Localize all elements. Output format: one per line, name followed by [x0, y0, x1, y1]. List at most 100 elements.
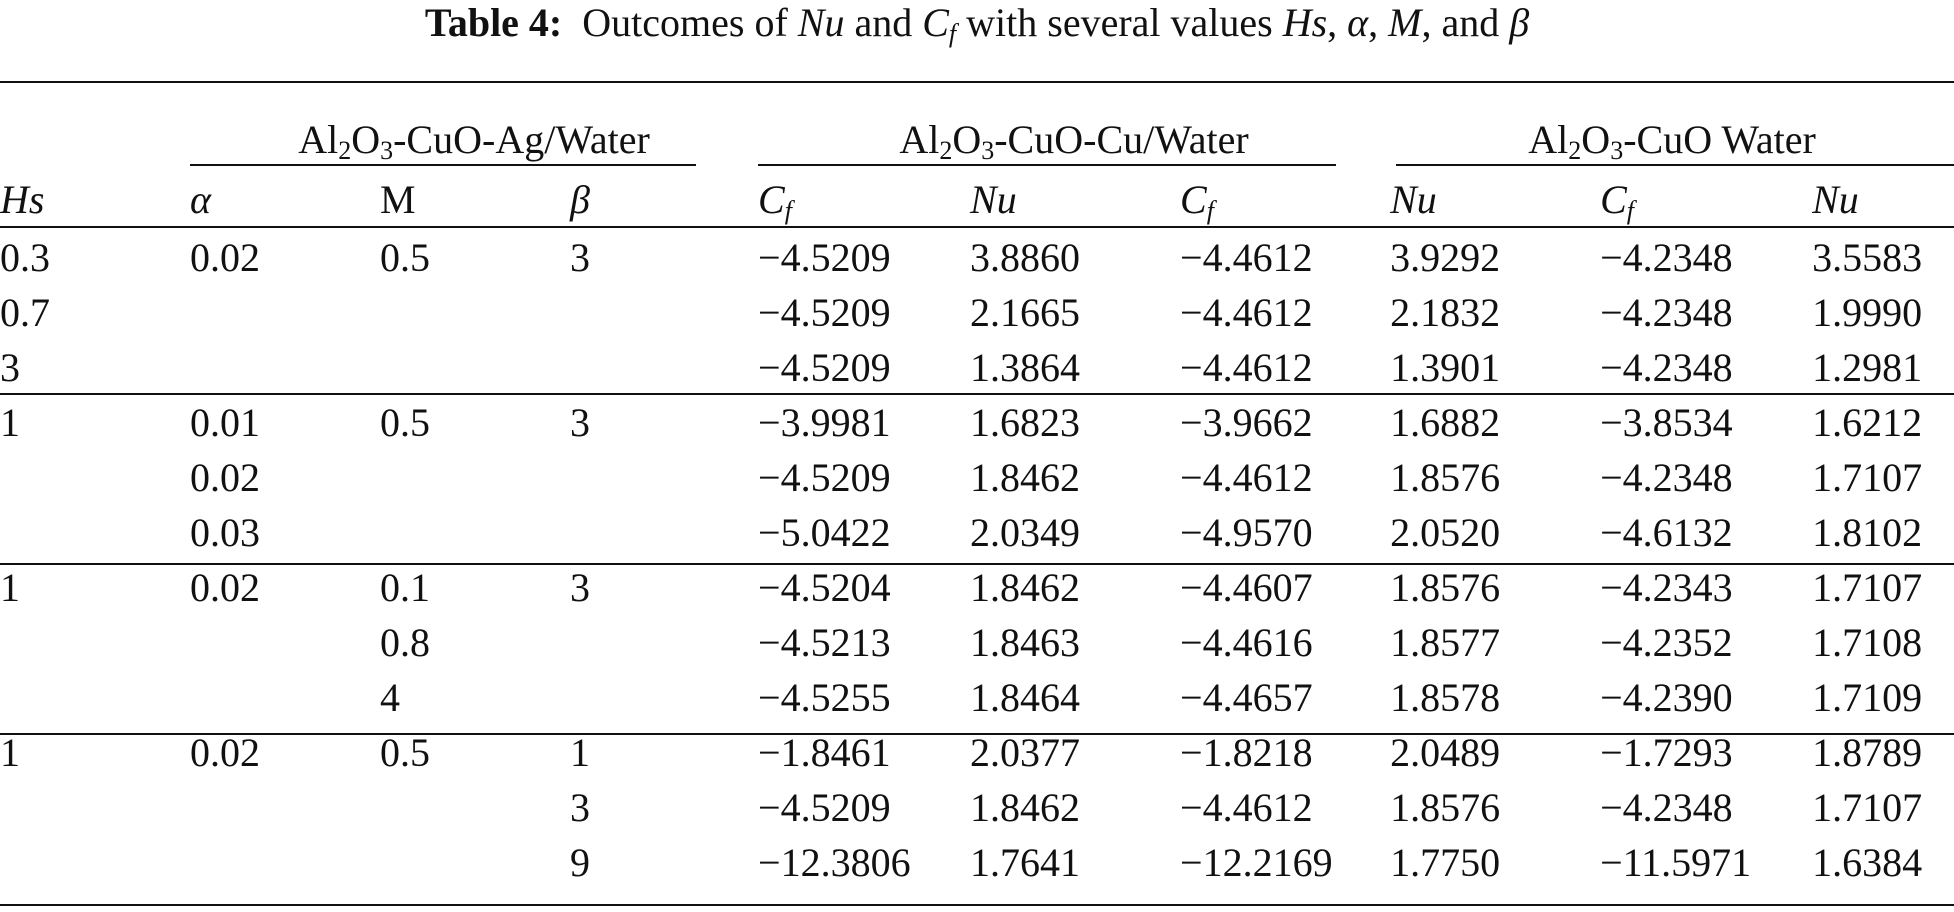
- cell-hs: 1: [0, 399, 20, 445]
- cell-beta: 3: [570, 564, 590, 610]
- cell-beta: 9: [570, 839, 590, 885]
- cell-beta: [570, 285, 758, 340]
- caption-cf: Cf: [922, 0, 957, 48]
- cell-nu-cu: 1.8578: [1390, 674, 1501, 720]
- cell-m: 4: [380, 674, 400, 720]
- table-body: 0.3 0.02 0.5 3 −4.5209 3.8860 −4.4612 3.9292 −4.…: [0, 230, 1954, 890]
- cell-nu-ag: 1.8462: [970, 784, 1081, 830]
- col-header-nu: Nu: [1812, 177, 1859, 222]
- group-header-cu: Al2O3-CuO-Cu/Water: [899, 117, 1249, 165]
- cell-nu-water: 1.7107: [1812, 784, 1923, 830]
- group-underline-cu: [758, 164, 1336, 166]
- caption-label: Table 4:: [424, 0, 563, 45]
- cell-nu-ag: 1.3864: [970, 344, 1081, 390]
- col-header-hs: Hs: [0, 177, 45, 222]
- cell-cf-water: −11.5971: [1600, 839, 1752, 885]
- cell-nu-cu: 1.3901: [1390, 344, 1501, 390]
- cell-nu-cu: 1.8576: [1390, 564, 1501, 610]
- cell-cf-cu: −1.8218: [1180, 729, 1313, 775]
- cell-cf-cu: −4.4607: [1180, 564, 1313, 610]
- cell-nu-ag: 1.8464: [970, 674, 1081, 720]
- cell-cf-cu: −4.4612: [1180, 289, 1313, 335]
- caption-hs: Hs: [1282, 0, 1328, 45]
- cell-nu-cu: 2.0520: [1390, 509, 1501, 555]
- cell-m: [380, 450, 570, 505]
- cell-m: 0.8: [380, 619, 430, 665]
- cell-nu-cu: 1.6882: [1390, 399, 1501, 445]
- results-table: Al2O3-CuO-Ag/Water Al2O3-CuO-Cu/Water Al…: [0, 84, 1954, 890]
- caption-text: and: [1441, 0, 1500, 45]
- table-row: 3 −4.5209 1.3864 −4.4612 1.3901 −4.2348 1.2981: [0, 340, 1954, 395]
- group-underline-water: [1396, 164, 1954, 166]
- cell-cf-cu: −4.4612: [1180, 234, 1313, 280]
- caption-alpha: α: [1347, 0, 1369, 45]
- cell-hs: 0.7: [0, 289, 50, 335]
- table-row: 1 0.02 0.1 3 −4.5204 1.8462 −4.4607 1.8576 −4.23…: [0, 560, 1954, 615]
- col-header-beta: β: [570, 177, 590, 222]
- cell-nu-ag: 2.1665: [970, 289, 1081, 335]
- cell-cf-ag: −4.5255: [758, 674, 891, 720]
- block-separator: [0, 563, 1954, 565]
- cell-nu-ag: 1.7641: [970, 839, 1081, 885]
- cell-nu-water: 1.7107: [1812, 454, 1923, 500]
- cell-cf-ag: −4.5209: [758, 234, 891, 280]
- cell-cf-cu: −4.4657: [1180, 674, 1313, 720]
- cell-alpha: 0.02: [190, 234, 260, 280]
- cell-cf-ag: −4.5209: [758, 289, 891, 335]
- cell-cf-water: −3.8534: [1600, 399, 1733, 445]
- cell-hs: 0.3: [0, 234, 50, 280]
- cell-alpha: [190, 285, 380, 340]
- cell-nu-cu: 2.1832: [1390, 289, 1501, 335]
- block-separator: [0, 393, 1954, 395]
- cell-nu-water: 1.7108: [1812, 619, 1923, 665]
- cell-m: [380, 780, 570, 835]
- cell-cf-water: −4.6132: [1600, 509, 1733, 555]
- cell-alpha: 0.02: [190, 564, 260, 610]
- cell-nu-ag: 2.0349: [970, 509, 1081, 555]
- cell-alpha: [190, 615, 380, 670]
- bottom-rule: [0, 904, 1954, 906]
- header-rule: [0, 226, 1954, 228]
- cell-cf-ag: −4.5204: [758, 564, 891, 610]
- cell-nu-cu: 1.7750: [1390, 839, 1501, 885]
- cell-alpha: 0.02: [190, 729, 260, 775]
- cell-beta: [570, 340, 758, 395]
- cell-hs: [0, 835, 190, 890]
- cell-nu-cu: 1.8576: [1390, 454, 1501, 500]
- cell-cf-water: −4.2352: [1600, 619, 1733, 665]
- cell-alpha: [190, 780, 380, 835]
- cell-cf-ag: −4.5209: [758, 344, 891, 390]
- table-row: 0.7 −4.5209 2.1665 −4.4612 2.1832 −4.2348 1.99…: [0, 285, 1954, 340]
- table-row: 0.02 −4.5209 1.8462 −4.4612 1.8576 −4.2348 1.7…: [0, 450, 1954, 505]
- cell-m: [380, 835, 570, 890]
- cell-nu-water: 1.9990: [1812, 289, 1923, 335]
- table-caption: Table 4: Outcomes of Nu and Cf with seve…: [424, 0, 1530, 48]
- cell-cf-ag: −4.5209: [758, 454, 891, 500]
- caption-nu: Nu: [797, 0, 845, 45]
- cell-nu-water: 1.8102: [1812, 509, 1923, 555]
- cell-nu-cu: 1.8576: [1390, 784, 1501, 830]
- group-header-water: Al2O3-CuO Water: [1528, 117, 1816, 165]
- cell-m: 0.5: [380, 234, 430, 280]
- table-row: 3 −4.5209 1.8462 −4.4612 1.8576 −4.2348 1.7107: [0, 780, 1954, 835]
- cell-cf-ag: −3.9981: [758, 399, 891, 445]
- cell-alpha: 0.02: [190, 454, 260, 500]
- col-header-cf: Cf: [1180, 177, 1214, 225]
- table-row: 4 −4.5255 1.8464 −4.4657 1.8578 −4.2390 1.7109: [0, 670, 1954, 725]
- cell-nu-water: 1.7107: [1812, 564, 1923, 610]
- cell-m: [380, 285, 570, 340]
- cell-cf-ag: −1.8461: [758, 729, 891, 775]
- cell-nu-cu: 3.9292: [1390, 234, 1501, 280]
- table-row: 0.03 −5.0422 2.0349 −4.9570 2.0520 −4.6132 1.8…: [0, 505, 1954, 560]
- cell-hs: 1: [0, 729, 20, 775]
- cell-cf-cu: −4.4612: [1180, 454, 1313, 500]
- cell-nu-water: 1.7109: [1812, 674, 1923, 720]
- cell-hs: [0, 615, 190, 670]
- cell-cf-ag: −12.3806: [758, 839, 911, 885]
- table-row: 0.8 −4.5213 1.8463 −4.4616 1.8577 −4.2352 1.71…: [0, 615, 1954, 670]
- cell-nu-ag: 3.8860: [970, 234, 1081, 280]
- cell-nu-cu: 2.0489: [1390, 729, 1501, 775]
- cell-alpha: [190, 670, 380, 725]
- cell-beta: 3: [570, 784, 590, 830]
- cell-nu-water: 3.5583: [1812, 234, 1923, 280]
